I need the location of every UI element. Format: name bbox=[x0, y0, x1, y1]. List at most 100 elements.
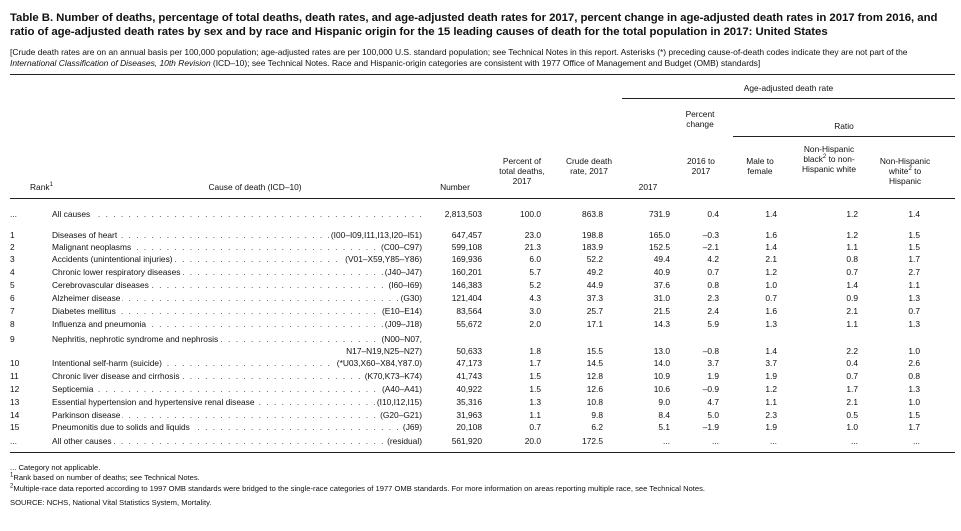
footnote-1-text: Rank based on number of deaths; see Tech… bbox=[13, 473, 200, 482]
dot-leader: . . . . . . . . . . . . . . . . . . . . … bbox=[52, 306, 422, 316]
number-cell: 20,108 bbox=[456, 422, 482, 432]
header-black-white: Non-Hispanic black2 to non-Hispanic whit… bbox=[793, 144, 865, 175]
white-cell: 1.1 bbox=[908, 280, 920, 290]
male-cell: 1.6 bbox=[765, 230, 777, 240]
white-cell: 1.7 bbox=[908, 254, 920, 264]
aa-cell: 37.6 bbox=[653, 280, 670, 290]
white-cell: 2.7 bbox=[908, 267, 920, 277]
cause-name: Nephritis, nephrotic syndrome and nephro… bbox=[52, 334, 221, 344]
cause-code: (C00–C97) bbox=[379, 242, 422, 253]
table-row: 13 . . . . . . . . . . . . . . . . . . . … bbox=[10, 397, 955, 408]
white-cell: ... bbox=[913, 436, 920, 446]
number-cell: 47,173 bbox=[456, 358, 482, 368]
pct-cell: 4.3 bbox=[529, 293, 541, 303]
black-cell: 0.7 bbox=[846, 267, 858, 277]
cause-name: Cerebrovascular diseases bbox=[52, 280, 151, 290]
header-2017: 2017 bbox=[638, 182, 658, 192]
dot-leader: . . . . . . . . . . . . . . . . . . . . … bbox=[52, 319, 422, 329]
cause-cell: . . . . . . . . . . . . . . . . . . . . … bbox=[52, 267, 422, 278]
number-cell: 31,963 bbox=[456, 410, 482, 420]
pct-cell: 23.0 bbox=[524, 230, 541, 240]
header-rank-sup: 1 bbox=[49, 182, 53, 189]
white-cell: 1.5 bbox=[908, 410, 920, 420]
table-row: 2 . . . . . . . . . . . . . . . . . . . .… bbox=[10, 242, 955, 253]
aa-cell: 10.6 bbox=[653, 384, 670, 394]
black-cell: 0.9 bbox=[846, 293, 858, 303]
subtitle-text-a: [Crude death rates are on an annual basi… bbox=[10, 47, 908, 57]
number-cell: 55,672 bbox=[456, 319, 482, 329]
pc-cell: 5.9 bbox=[707, 319, 719, 329]
cause-name: Septicemia bbox=[52, 384, 96, 394]
dot-leader: . . . . . . . . . . . . . . . . . . . . … bbox=[52, 436, 422, 446]
aa-cell: ... bbox=[663, 436, 670, 446]
dot-leader: . . . . . . . . . . . . . . . . . . . . … bbox=[52, 267, 422, 277]
crude-cell: 12.6 bbox=[586, 384, 603, 394]
cause-name: Chronic liver disease and cirrhosis bbox=[52, 371, 182, 381]
aa-cell: 13.0 bbox=[653, 346, 670, 356]
aa-cell: 10.9 bbox=[653, 371, 670, 381]
dot-leader: . . . . . . . . . . . . . . . . . . . . … bbox=[52, 280, 422, 290]
male-cell: 2.1 bbox=[765, 254, 777, 264]
cause-code: (J09–J18) bbox=[382, 319, 422, 330]
crude-cell: 49.2 bbox=[586, 267, 603, 277]
pct-cell: 1.8 bbox=[529, 346, 541, 356]
male-cell: 1.2 bbox=[765, 384, 777, 394]
aa-cell: 31.0 bbox=[653, 293, 670, 303]
male-cell: 1.4 bbox=[765, 242, 777, 252]
header-black-sup: 2 bbox=[822, 154, 827, 161]
number-cell: 35,316 bbox=[456, 397, 482, 407]
cause-name: Parkinson disease bbox=[52, 410, 123, 420]
ratio-rule bbox=[733, 136, 955, 137]
footnote-2-text: Multiple-race data reported according to… bbox=[13, 484, 706, 493]
male-cell: 1.4 bbox=[765, 346, 777, 356]
cause-code: (N00–N07, bbox=[379, 334, 422, 345]
dot-leader: . . . . . . . . . . . . . . . . . . . . … bbox=[52, 384, 422, 394]
pc-cell: –2.1 bbox=[702, 242, 719, 252]
black-cell: 2.2 bbox=[846, 346, 858, 356]
pc-cell: 3.7 bbox=[707, 358, 719, 368]
age-adjusted-rule bbox=[622, 98, 955, 99]
pc-cell: 0.7 bbox=[707, 267, 719, 277]
male-cell: 1.4 bbox=[765, 209, 777, 219]
black-cell: 1.4 bbox=[846, 280, 858, 290]
header-rank-label: Rank bbox=[30, 182, 50, 192]
white-cell: 1.5 bbox=[908, 230, 920, 240]
pc-cell: –0.8 bbox=[702, 346, 719, 356]
crude-cell: 9.8 bbox=[591, 410, 603, 420]
table-row: ... . . . . . . . . . . . . . . . . . . .… bbox=[10, 436, 955, 447]
header-black-post: to non-Hispanic white bbox=[802, 154, 856, 175]
pc-cell: –1.9 bbox=[702, 422, 719, 432]
male-cell: 3.7 bbox=[765, 358, 777, 368]
cause-code: (I10,I12,I15) bbox=[374, 397, 422, 408]
black-cell: 2.1 bbox=[846, 306, 858, 316]
pc-cell: –0.9 bbox=[702, 384, 719, 394]
number-cell: 40,922 bbox=[456, 384, 482, 394]
cause-cell: . . . . . . . . . . . . . . . . . . . . … bbox=[52, 384, 422, 395]
header-rank: Rank1 bbox=[30, 182, 70, 192]
table-row: 1 . . . . . . . . . . . . . . . . . . . .… bbox=[10, 230, 955, 241]
white-cell: 1.5 bbox=[908, 242, 920, 252]
black-cell: 2.1 bbox=[846, 397, 858, 407]
table-title: Table B. Number of deaths, percentage of… bbox=[10, 12, 938, 38]
aa-cell: 9.0 bbox=[658, 397, 670, 407]
rank-cell: 6 bbox=[10, 293, 15, 303]
dot-leader: . . . . . . . . . . . . . . . . . . . . … bbox=[52, 209, 422, 219]
cause-name: All causes bbox=[52, 209, 93, 219]
white-cell: 1.4 bbox=[908, 209, 920, 219]
black-cell: 1.0 bbox=[846, 422, 858, 432]
cause-cell: . . . . . . . . . . . . . . . . . . . . … bbox=[52, 209, 422, 220]
crude-cell: 25.7 bbox=[586, 306, 603, 316]
cause-code: (I00–I09,I11,I13,I20–I51) bbox=[328, 230, 422, 241]
pct-cell: 6.0 bbox=[529, 254, 541, 264]
rank-cell: 15 bbox=[10, 422, 20, 432]
dot-leader: . . . . . . . . . . . . . . . . . . . . … bbox=[52, 230, 422, 240]
cause-name: Influenza and pneumonia bbox=[52, 319, 149, 329]
pc-cell: 0.8 bbox=[707, 280, 719, 290]
table-row: 11 . . . . . . . . . . . . . . . . . . . … bbox=[10, 371, 955, 382]
footnote-na: ... Category not applicable. bbox=[10, 463, 101, 472]
number-cell: 647,457 bbox=[451, 230, 482, 240]
cause-cell: . . . . . . . . . . . . . . . . . . . . … bbox=[52, 436, 422, 447]
table-row: ... . . . . . . . . . . . . . . . . . . .… bbox=[10, 209, 955, 220]
pct-cell: 1.7 bbox=[529, 358, 541, 368]
pct-cell: 2.0 bbox=[529, 319, 541, 329]
